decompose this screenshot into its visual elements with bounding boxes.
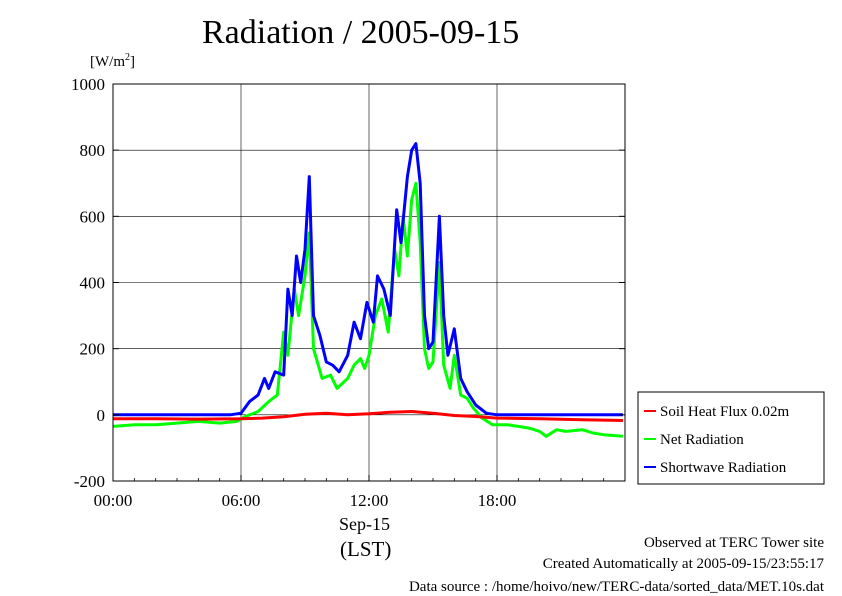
y-tick-label: 0 xyxy=(97,406,106,425)
x-tick-label: 18:00 xyxy=(478,491,517,510)
y-unit-superscript: 2 xyxy=(125,52,130,63)
legend-label: Shortwave Radiation xyxy=(660,460,787,476)
legend: Soil Heat Flux 0.02m Net Radiation Shortwa… xyxy=(637,391,825,485)
chart-title: Radiation / 2005-09-15 xyxy=(202,14,520,51)
series-line-2 xyxy=(113,142,623,417)
y-tick-label: 800 xyxy=(80,141,106,160)
y-tick-label: 600 xyxy=(80,207,106,226)
y-unit-text: [W/m xyxy=(90,54,125,70)
x-axis-date-label: Sep-15 xyxy=(339,514,390,534)
x-tick-label: 12:00 xyxy=(350,491,389,510)
created-timestamp-note: Created Automatically at 2005-09-15/23:5… xyxy=(542,556,824,572)
data-source-note: Data source : /home/hoivo/new/TERC-data/… xyxy=(408,579,824,595)
legend-label: Soil Heat Flux 0.02m xyxy=(660,404,790,420)
y-tick-label: 1000 xyxy=(71,75,105,94)
observed-at-note: Observed at TERC Tower site xyxy=(643,535,824,551)
y-tick-label: 400 xyxy=(80,274,106,293)
legend-label: Net Radiation xyxy=(660,432,744,448)
legend-box xyxy=(637,391,825,485)
x-tick-label: 06:00 xyxy=(222,491,261,510)
y-tick-label: 200 xyxy=(80,340,106,359)
series-layer xyxy=(112,142,624,438)
y-tick-label: -200 xyxy=(74,472,105,491)
axis-ticks: -200 0 200 400 600 800 1000 00:00 06:00 12:00 18:0… xyxy=(71,75,625,510)
y-axis-unit-label: [W/m2] xyxy=(90,52,135,71)
x-tick-label: 00:00 xyxy=(94,491,133,510)
series-line-0 xyxy=(113,410,623,422)
x-axis-timezone-label: (LST) xyxy=(340,537,392,561)
y-unit-close: ] xyxy=(130,54,135,70)
